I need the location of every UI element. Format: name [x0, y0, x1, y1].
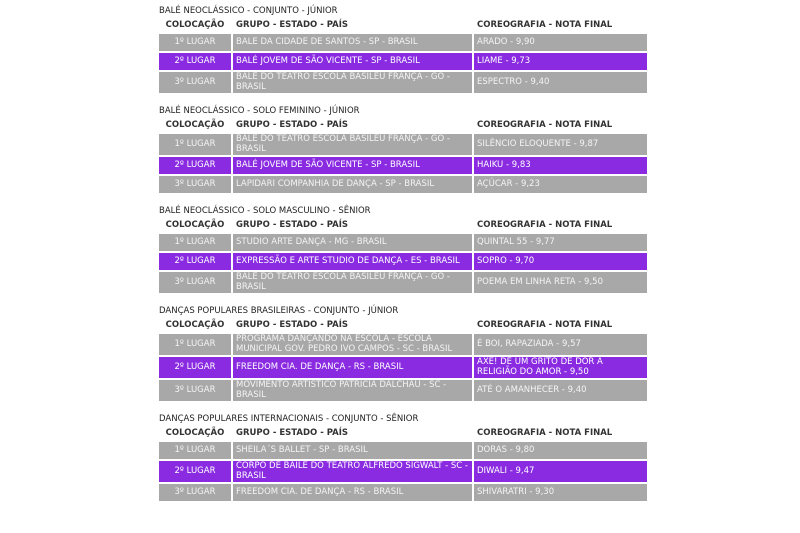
cell: FREEDOM CIA. DE DANÇA - RS - BRASIL	[233, 357, 472, 378]
header-cell: COREOGRAFIA - NOTA FINAL	[474, 119, 647, 132]
result-row: 3º LUGAR BALÉ DO TEATRO ESCOLA BASILEU FR…	[159, 72, 647, 93]
cell: 1º LUGAR	[159, 442, 231, 459]
cell: 2º LUGAR	[159, 357, 231, 378]
cell: ESPECTRO - 9,40	[474, 72, 647, 93]
header-cell: GRUPO - ESTADO - PAÍS	[233, 219, 472, 232]
header-cell: COREOGRAFIA - NOTA FINAL	[474, 427, 647, 440]
cell: É BOI, RAPAZIADA - 9,57	[474, 334, 647, 355]
section-title: DANÇAS POPULARES INTERNACIONAIS - CONJUN…	[159, 414, 419, 424]
result-row: 3º LUGAR FREEDOM CIA. DE DANÇA - RS - BRA…	[159, 484, 647, 501]
header-cell: COLOCAÇÃO	[159, 319, 231, 332]
cell: 2º LUGAR	[159, 253, 231, 270]
cell: ARADO - 9,90	[474, 34, 647, 51]
cell: BALE DA CIDADE DE SANTOS - SP - BRASIL	[233, 34, 472, 51]
cell: 3º LUGAR	[159, 380, 231, 401]
cell: SHEILA´S BALLET - SP - BRASIL	[233, 442, 472, 459]
cell: SILÊNCIO ELOQUENTE - 9,87	[474, 134, 647, 155]
results-table: COLOCAÇÃO GRUPO - ESTADO - PAÍS COREOGRAFI…	[157, 425, 649, 503]
cell: BALÉ JOVEM DE SÃO VICENTE - SP - BRASIL	[233, 53, 472, 70]
section-title: BALÉ NEOCLÁSSICO - SOLO FEMININO - JÚNIO…	[159, 106, 360, 116]
section: BALÉ NEOCLÁSSICO - CONJUNTO - JÚNIOR COLO…	[157, 5, 647, 95]
cell: DORAS - 9,80	[474, 442, 647, 459]
cell: 2º LUGAR	[159, 461, 231, 482]
cell: 3º LUGAR	[159, 176, 231, 193]
section: BALÉ NEOCLÁSSICO - SOLO FEMININO - JÚNIO…	[157, 105, 647, 195]
result-row: 2º LUGAR FREEDOM CIA. DE DANÇA - RS - BRA…	[159, 357, 647, 378]
cell: FREEDOM CIA. DE DANÇA - RS - BRASIL	[233, 484, 472, 501]
results-document: BALÉ NEOCLÁSSICO - CONJUNTO - JÚNIOR COLO…	[157, 3, 647, 513]
cell: PROGRAMA DANÇANDO NA ESCOLA - ESCOLA MUN…	[233, 334, 472, 355]
section-title: BALÉ NEOCLÁSSICO - SOLO MASCULINO - SÊNI…	[159, 206, 371, 216]
result-row: 2º LUGAR BALÉ JOVEM DE SÃO VICENTE - SP -…	[159, 53, 647, 70]
header-cell: GRUPO - ESTADO - PAÍS	[233, 427, 472, 440]
results-table: COLOCAÇÃO GRUPO - ESTADO - PAÍS COREOGRAFI…	[157, 117, 649, 195]
header-cell: COLOCAÇÃO	[159, 19, 231, 32]
cell: SOPRO - 9,70	[474, 253, 647, 270]
section: DANÇAS POPULARES BRASILEIRAS - CONJUNTO …	[157, 305, 647, 403]
cell: AÇÚCAR - 9,23	[474, 176, 647, 193]
cell: BALÉ JOVEM DE SÃO VICENTE - SP - BRASIL	[233, 157, 472, 174]
cell: 2º LUGAR	[159, 157, 231, 174]
cell: 1º LUGAR	[159, 34, 231, 51]
header-cell: COREOGRAFIA - NOTA FINAL	[474, 219, 647, 232]
header-row: COLOCAÇÃO GRUPO - ESTADO - PAÍS COREOGRAFI…	[159, 319, 647, 332]
cell: EXPRESSÃO E ARTE STUDIO DE DANÇA - ES - …	[233, 253, 472, 270]
header-cell: COLOCAÇÃO	[159, 219, 231, 232]
cell: HAIKU - 9,83	[474, 157, 647, 174]
section-title: BALÉ NEOCLÁSSICO - CONJUNTO - JÚNIOR	[159, 6, 338, 16]
header-cell: COREOGRAFIA - NOTA FINAL	[474, 19, 647, 32]
cell: 1º LUGAR	[159, 334, 231, 355]
results-table: COLOCAÇÃO GRUPO - ESTADO - PAÍS COREOGRAFI…	[157, 17, 649, 95]
cell: ATÉ O AMANHECER - 9,40	[474, 380, 647, 401]
header-row: COLOCAÇÃO GRUPO - ESTADO - PAÍS COREOGRAFI…	[159, 219, 647, 232]
result-row: 2º LUGAR CORPO DE BAILE DO TEATRO ALFREDO…	[159, 461, 647, 482]
cell: BALÉ DO TEATRO ESCOLA BASILEU FRANÇA - G…	[233, 134, 472, 155]
result-row: 1º LUGAR SHEILA´S BALLET - SP - BRASIL DOR…	[159, 442, 647, 459]
header-cell: COREOGRAFIA - NOTA FINAL	[474, 319, 647, 332]
cell: 3º LUGAR	[159, 72, 231, 93]
result-row: 3º LUGAR BALÉ DO TEATRO ESCOLA BASILEU FR…	[159, 272, 647, 293]
cell: 1º LUGAR	[159, 134, 231, 155]
cell: 1º LUGAR	[159, 234, 231, 251]
result-row: 3º LUGAR LAPIDARI COMPANHIA DE DANÇA - SP…	[159, 176, 647, 193]
result-row: 3º LUGAR MOVIMENTO ARTÍSTICO PATRICIA DAL…	[159, 380, 647, 401]
result-row: 1º LUGAR PROGRAMA DANÇANDO NA ESCOLA - ES…	[159, 334, 647, 355]
cell: QUINTAL 55 - 9,77	[474, 234, 647, 251]
header-row: COLOCAÇÃO GRUPO - ESTADO - PAÍS COREOGRAFI…	[159, 19, 647, 32]
header-cell: GRUPO - ESTADO - PAÍS	[233, 119, 472, 132]
cell: MOVIMENTO ARTÍSTICO PATRICIA DALCHAU - S…	[233, 380, 472, 401]
header-row: COLOCAÇÃO GRUPO - ESTADO - PAÍS COREOGRAFI…	[159, 427, 647, 440]
cell: LIAME - 9,73	[474, 53, 647, 70]
result-row: 1º LUGAR STUDIO ARTE DANÇA - MG - BRASIL Q…	[159, 234, 647, 251]
section: DANÇAS POPULARES INTERNACIONAIS - CONJUN…	[157, 413, 647, 503]
result-row: 1º LUGAR BALE DA CIDADE DE SANTOS - SP - …	[159, 34, 647, 51]
section: BALÉ NEOCLÁSSICO - SOLO MASCULINO - SÊNI…	[157, 205, 647, 295]
cell: POEMA EM LINHA RETA - 9,50	[474, 272, 647, 293]
cell: DIWALI - 9,47	[474, 461, 647, 482]
cell: LAPIDARI COMPANHIA DE DANÇA - SP - BRASI…	[233, 176, 472, 193]
cell: 2º LUGAR	[159, 53, 231, 70]
results-table: COLOCAÇÃO GRUPO - ESTADO - PAÍS COREOGRAFI…	[157, 317, 649, 403]
cell: SHIVARATRI - 9,30	[474, 484, 647, 501]
result-row: 1º LUGAR BALÉ DO TEATRO ESCOLA BASILEU FR…	[159, 134, 647, 155]
result-row: 2º LUGAR BALÉ JOVEM DE SÃO VICENTE - SP -…	[159, 157, 647, 174]
cell: 3º LUGAR	[159, 484, 231, 501]
header-cell: COLOCAÇÃO	[159, 427, 231, 440]
result-row: 2º LUGAR EXPRESSÃO E ARTE STUDIO DE DANÇA…	[159, 253, 647, 270]
cell: 3º LUGAR	[159, 272, 231, 293]
header-row: COLOCAÇÃO GRUPO - ESTADO - PAÍS COREOGRAFI…	[159, 119, 647, 132]
cell: STUDIO ARTE DANÇA - MG - BRASIL	[233, 234, 472, 251]
header-cell: COLOCAÇÃO	[159, 119, 231, 132]
section-title: DANÇAS POPULARES BRASILEIRAS - CONJUNTO …	[159, 306, 399, 316]
header-cell: GRUPO - ESTADO - PAÍS	[233, 319, 472, 332]
cell: BALÉ DO TEATRO ESCOLA BASILEU FRANÇA - G…	[233, 272, 472, 293]
results-table: COLOCAÇÃO GRUPO - ESTADO - PAÍS COREOGRAFI…	[157, 217, 649, 295]
cell: AXÉ! DE UM GRITO DE DOR A RELIGIÃO DO AM…	[474, 357, 647, 378]
cell: BALÉ DO TEATRO ESCOLA BASILEU FRANÇA - G…	[233, 72, 472, 93]
header-cell: GRUPO - ESTADO - PAÍS	[233, 19, 472, 32]
cell: CORPO DE BAILE DO TEATRO ALFREDO SIGWALT…	[233, 461, 472, 482]
